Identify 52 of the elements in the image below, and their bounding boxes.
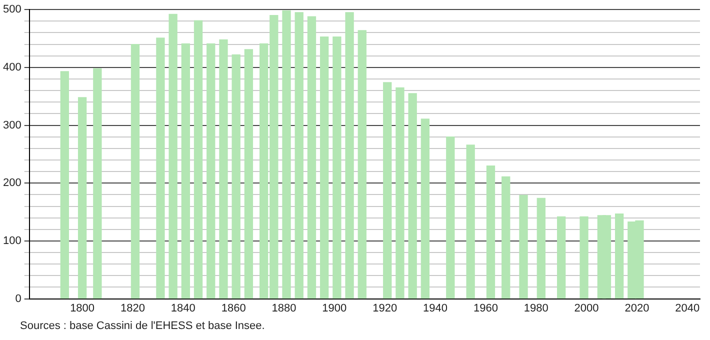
- bar: [294, 12, 304, 299]
- bar: [282, 10, 291, 299]
- bar: [466, 144, 475, 299]
- y-tick-label: 200: [2, 177, 22, 190]
- bar: [307, 16, 316, 299]
- bar: [358, 30, 366, 299]
- x-tick-label: 1960: [473, 302, 498, 314]
- x-tick-label: 1860: [221, 302, 246, 314]
- bar: [181, 43, 190, 299]
- bar: [396, 87, 404, 299]
- x-tick-label: 1800: [70, 302, 95, 314]
- bar: [156, 38, 165, 299]
- bar: [60, 71, 69, 299]
- x-tick-label: 2000: [574, 302, 599, 314]
- bar: [232, 54, 240, 299]
- bar: [78, 97, 87, 299]
- y-tick-label: 300: [2, 119, 22, 132]
- bar: [446, 136, 455, 299]
- bar: [580, 216, 588, 299]
- x-tick-label: 1920: [372, 302, 398, 314]
- bar: [557, 216, 566, 299]
- y-tick-label: 100: [2, 234, 22, 247]
- y-tick-label: 500: [2, 4, 22, 16]
- bar: [345, 12, 354, 299]
- bar: [332, 36, 342, 299]
- x-tick-label: 2040: [675, 302, 700, 314]
- bar: [519, 194, 528, 299]
- y-tick-label: 0: [15, 292, 22, 305]
- bar: [168, 14, 178, 299]
- bar: [320, 36, 329, 299]
- bar: [130, 44, 140, 299]
- bar: [194, 20, 203, 299]
- x-tick-label: 1900: [322, 302, 347, 314]
- bar: [219, 39, 228, 299]
- bar: [614, 213, 624, 299]
- x-tick-label: 1980: [524, 302, 548, 314]
- x-tick-label: 1940: [423, 302, 448, 314]
- bar: [93, 68, 102, 299]
- bar: [536, 198, 546, 299]
- bar: [420, 118, 430, 299]
- bar: [486, 165, 496, 299]
- bar: [502, 176, 510, 299]
- bar: [206, 43, 216, 299]
- y-tick-label: 400: [2, 61, 22, 74]
- x-tick-label: 1840: [170, 302, 196, 314]
- source-note: Sources : base Cassini de l'EHESS et base Insee.: [20, 320, 265, 332]
- x-tick-label: 1820: [120, 302, 145, 314]
- x-tick-label: 1880: [272, 302, 296, 314]
- bar: [244, 49, 254, 299]
- bar: [408, 93, 417, 299]
- bar: [383, 82, 392, 299]
- x-tick-label: 2020: [624, 302, 650, 314]
